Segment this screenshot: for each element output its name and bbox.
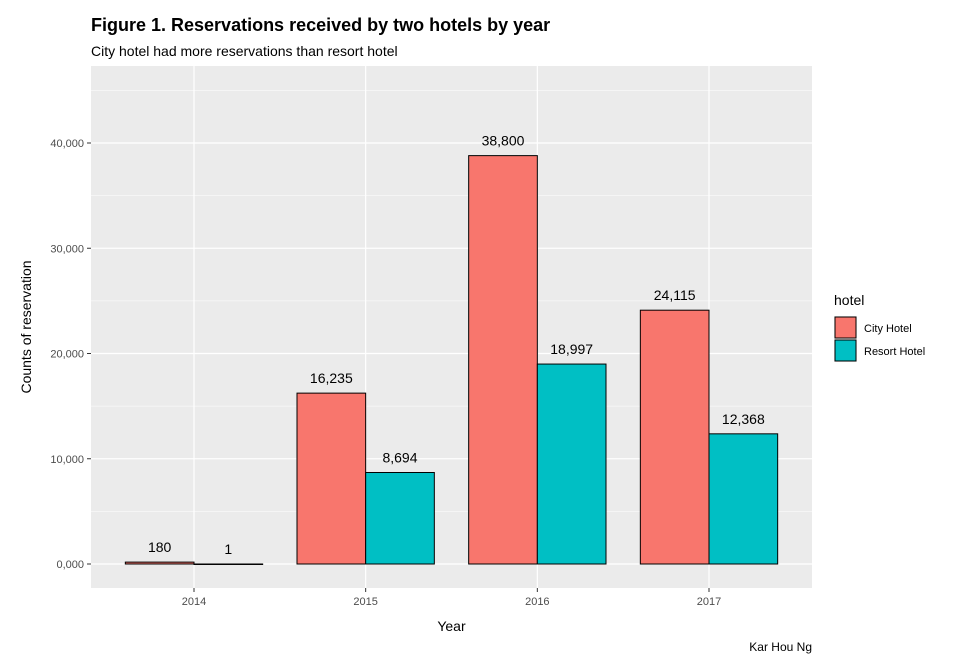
data-label: 180 xyxy=(148,539,172,555)
legend-swatch xyxy=(834,339,857,362)
legend-label: City Hotel xyxy=(864,323,912,335)
chart-caption: Kar Hou Ng xyxy=(749,640,812,654)
y-tick-label: 30,000 xyxy=(50,243,84,255)
y-tick-label: 40,000 xyxy=(50,138,84,150)
data-label: 12,368 xyxy=(722,411,765,427)
x-tick-label: 2015 xyxy=(353,596,377,608)
bars xyxy=(124,155,779,565)
legend-swatch xyxy=(834,316,857,339)
bar-resort-hotel-2016 xyxy=(536,363,607,565)
bar-resort-hotel-2015 xyxy=(365,471,435,565)
data-label: 38,800 xyxy=(482,133,525,149)
bar-city-hotel-2014 xyxy=(124,561,195,565)
data-label: 24,115 xyxy=(654,287,696,303)
y-tick-label: 20,000 xyxy=(50,349,84,361)
bar-city-hotel-2015 xyxy=(296,392,367,565)
x-axis-title: Year xyxy=(437,618,466,634)
bar-resort-hotel-2014 xyxy=(193,563,264,565)
legend: hotel City Hotel Resort Hotel xyxy=(834,292,925,362)
legend-label: Resort Hotel xyxy=(864,346,925,358)
chart-subtitle: City hotel had more reservations than re… xyxy=(91,43,398,59)
x-tick-label: 2014 xyxy=(182,596,206,608)
data-label: 8,694 xyxy=(382,449,417,465)
data-label: 16,235 xyxy=(310,370,353,386)
x-axis: 2014 2015 2016 2017 xyxy=(182,588,721,608)
data-labels: 180 16,235 38,800 24,115 1 8,694 18,997 12,368 xyxy=(148,133,765,557)
y-tick-label: 10,000 xyxy=(50,454,84,466)
legend-title: hotel xyxy=(834,292,864,308)
x-tick-label: 2016 xyxy=(525,596,549,608)
data-label: 1 xyxy=(224,541,232,557)
x-tick-label: 2017 xyxy=(697,596,721,608)
chart-title: Figure 1. Reservations received by two h… xyxy=(91,15,551,35)
grid-minor xyxy=(91,90,812,512)
y-tick-label: 0,000 xyxy=(56,559,84,571)
bar-city-hotel-2017 xyxy=(639,309,710,565)
y-axis: 0,000 10,000 20,000 30,000 40,000 xyxy=(50,138,91,571)
bar-city-hotel-2016 xyxy=(468,155,538,565)
y-axis-title: Counts of reservation xyxy=(18,260,34,393)
data-label: 18,997 xyxy=(550,341,593,357)
bar-resort-hotel-2017 xyxy=(708,433,779,565)
